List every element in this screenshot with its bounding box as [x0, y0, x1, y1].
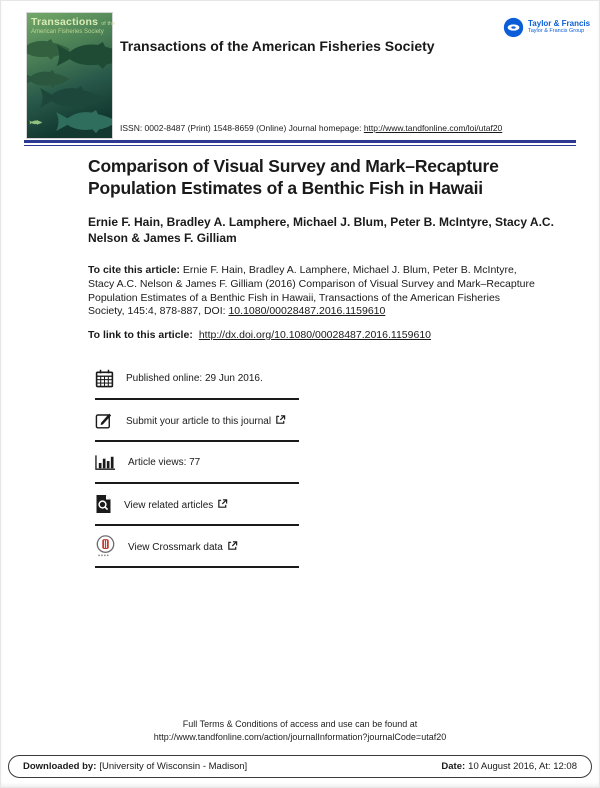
- submit-article-label: Submit your article to this journal: [126, 414, 286, 427]
- published-online-row: Published online: 29 Jun 2016.: [95, 358, 299, 398]
- submit-icon: [95, 413, 112, 429]
- downloaded-by: Downloaded by: [University of Wisconsin -…: [23, 761, 248, 772]
- divider: [95, 524, 299, 526]
- cover-title-suffix: of the: [101, 21, 116, 27]
- terms-line2: http://www.tandfonline.com/action/journa…: [153, 731, 447, 742]
- external-link-icon: [218, 498, 228, 508]
- view-crossmark-label: View Crossmark data: [128, 540, 238, 553]
- journal-cover-art: [27, 13, 112, 138]
- divider: [95, 398, 299, 400]
- citation-block: To cite this article: Ernie F. Hain, Bra…: [88, 264, 538, 319]
- cite-text: Ernie F. Hain, Bradley A. Lamphere, Mich…: [88, 264, 535, 318]
- cover-journal-title: Transactions of the: [31, 16, 116, 28]
- journal-title: Transactions of the American Fisheries S…: [120, 38, 435, 54]
- external-link-icon: [276, 414, 286, 424]
- taylor-francis-logo: Taylor & Francis Taylor & Francis Group: [503, 17, 590, 38]
- article-doi-link[interactable]: http://dx.doi.org/10.1080/00028487.2016.…: [198, 329, 432, 341]
- article-authors: Ernie F. Hain, Bradley A. Lamphere, Mich…: [88, 215, 554, 245]
- view-related-row[interactable]: View related articles: [95, 484, 299, 524]
- submit-article-row[interactable]: Submit your article to this journal: [95, 400, 299, 440]
- issn-text: ISSN: 0002-8487 (Print) 1548-8659 (Onlin…: [120, 123, 362, 133]
- link-label: To link to this article:: [88, 329, 193, 341]
- article-title: Comparison of Visual Survey and Mark–Rec…: [88, 156, 499, 198]
- header-divider-rule: [24, 140, 576, 146]
- cover-journal-subtitle: American Fisheries Society: [31, 29, 104, 35]
- cite-doi-link[interactable]: 10.1080/00028487.2016.1159610: [228, 305, 386, 318]
- terms-and-conditions: Full Terms & Conditions of access and us…: [0, 718, 600, 743]
- divider: [95, 440, 299, 442]
- issn-line: ISSN: 0002-8487 (Print) 1548-8659 (Onlin…: [120, 123, 502, 133]
- bar-chart-icon: [95, 454, 116, 470]
- taylor-francis-roundel-icon: [503, 17, 524, 38]
- article-actions-list: Published online: 29 Jun 2016. Submit yo…: [95, 358, 299, 568]
- journal-homepage-link[interactable]: http://www.tandfonline.com/loi/utaf20: [363, 123, 503, 133]
- publisher-name: Taylor & Francis: [528, 19, 591, 29]
- terms-line1: Full Terms & Conditions of access and us…: [182, 719, 418, 729]
- divider: [95, 566, 299, 568]
- download-date: Date: 10 August 2016, At: 12:08: [441, 761, 577, 772]
- cite-label: To cite this article:: [88, 264, 180, 276]
- view-crossmark-row[interactable]: View Crossmark data: [95, 526, 299, 566]
- publisher-group: Taylor & Francis Group: [528, 27, 585, 34]
- calendar-icon: [95, 369, 114, 387]
- download-info-bar: Downloaded by: [University of Wisconsin -…: [8, 755, 592, 778]
- article-link-line: To link to this article: http://dx.doi.or…: [88, 329, 431, 341]
- journal-cover-image: Transactions of the American Fisheries S…: [27, 13, 116, 138]
- published-online-label: Published online: 29 Jun 2016.: [126, 372, 263, 384]
- article-views-row: Article views: 77: [95, 442, 299, 482]
- divider: [95, 482, 299, 484]
- view-related-label: View related articles: [124, 498, 228, 511]
- related-articles-icon: [96, 495, 111, 513]
- external-link-icon: [228, 540, 238, 550]
- crossmark-icon: [96, 535, 115, 557]
- article-views-label: Article views: 77: [128, 456, 201, 468]
